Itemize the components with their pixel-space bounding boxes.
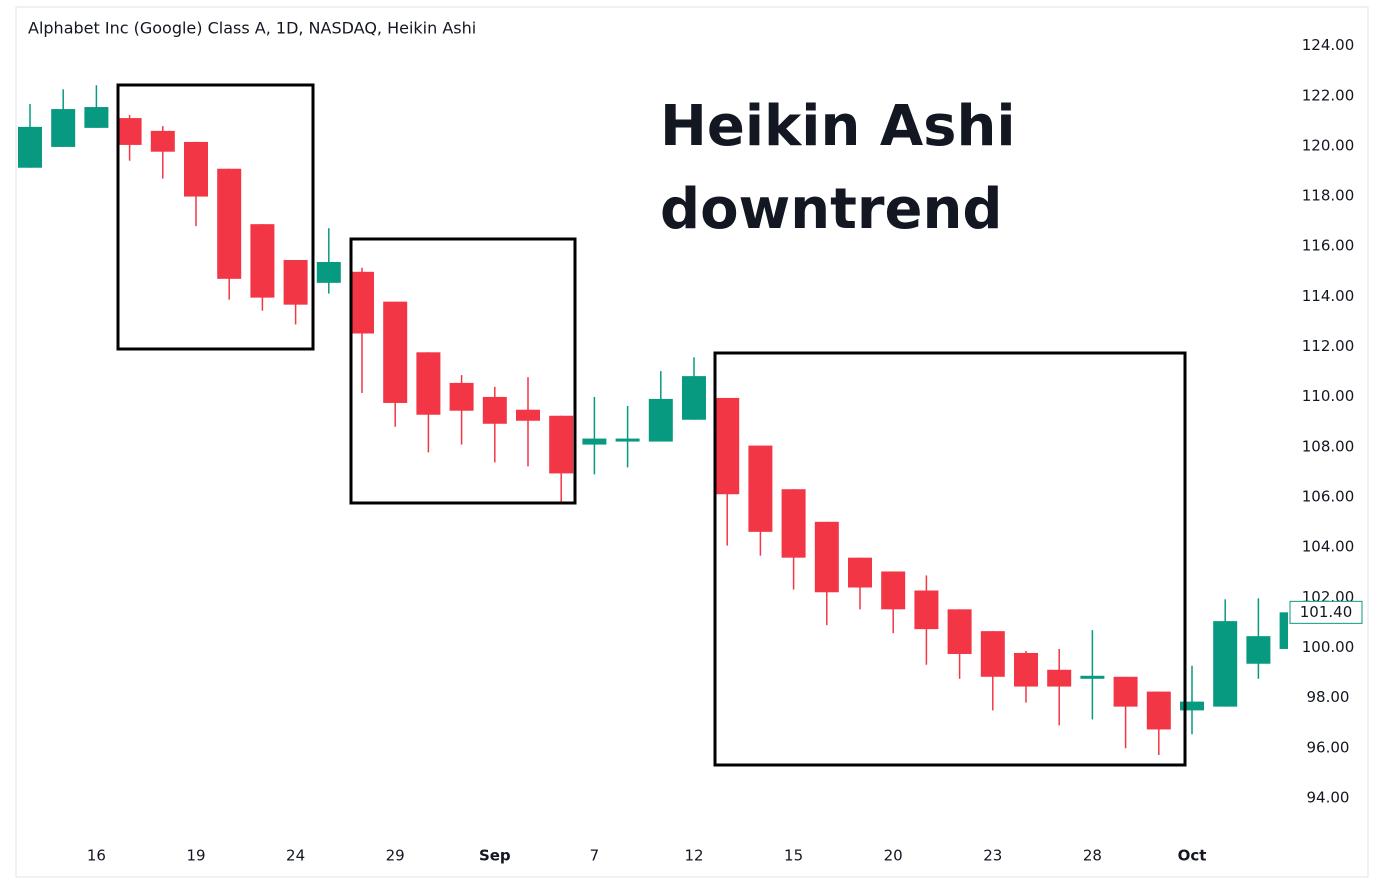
x-tick-label: 20 <box>884 847 903 865</box>
candle-body <box>814 521 839 593</box>
candle-body <box>1080 675 1105 679</box>
x-tick-label: 29 <box>386 847 405 865</box>
y-tick-label: 124.00 <box>1302 36 1355 54</box>
y-tick-label: 96.00 <box>1307 738 1350 756</box>
candle-body <box>582 438 607 445</box>
chart-title: Alphabet Inc (Google) Class A, 1D, NASDA… <box>28 19 476 38</box>
annotation: downtrend <box>660 177 1002 242</box>
candle-body <box>1279 612 1288 649</box>
last-price-label: 101.40 <box>1300 603 1353 621</box>
annotation: Heikin Ashi <box>660 94 1016 159</box>
x-tick-label: 23 <box>983 847 1002 865</box>
highlight-box <box>349 237 577 505</box>
candle-body <box>449 382 474 411</box>
y-tick-label: 108.00 <box>1302 437 1355 455</box>
candle-body <box>150 130 175 152</box>
candle-body <box>1047 669 1072 687</box>
candle-body <box>881 571 906 610</box>
candle-body <box>1246 636 1271 664</box>
highlight-box <box>116 83 315 351</box>
candle-body <box>482 396 507 424</box>
y-tick-label: 120.00 <box>1302 136 1355 154</box>
candle-body <box>51 109 76 147</box>
candle-body <box>648 398 673 442</box>
y-tick-label: 104.00 <box>1302 538 1355 556</box>
y-tick-label: 98.00 <box>1307 688 1350 706</box>
candle-body <box>781 489 806 558</box>
candle-body <box>416 352 441 415</box>
candle-body <box>914 590 939 630</box>
candle-body <box>947 609 972 654</box>
x-tick-label: 16 <box>87 847 106 865</box>
x-tick-label: 19 <box>186 847 205 865</box>
y-tick-label: 94.00 <box>1307 788 1350 806</box>
candle-body <box>383 301 408 403</box>
candle-body <box>748 445 773 532</box>
x-tick-label: Oct <box>1178 847 1207 865</box>
candle-body <box>682 376 706 420</box>
candle-body <box>283 260 308 305</box>
y-tick-label: 112.00 <box>1302 337 1355 355</box>
y-tick-label: 122.00 <box>1302 86 1355 104</box>
candle-body <box>84 107 109 128</box>
candle-body <box>848 557 872 588</box>
candle-body <box>250 224 275 298</box>
plot-area <box>18 85 1288 756</box>
x-tick-label: Sep <box>479 847 511 865</box>
candle-body <box>1146 691 1171 730</box>
candle-body <box>715 397 740 495</box>
x-tick-label: 24 <box>286 847 305 865</box>
chart-frame <box>15 6 1369 878</box>
candle-body <box>217 168 242 279</box>
candle-body <box>1113 676 1138 707</box>
candle-body <box>1180 701 1204 711</box>
candle-body <box>1014 652 1038 687</box>
x-tick-label: 7 <box>590 847 600 865</box>
highlight-box <box>713 351 1187 767</box>
y-tick-label: 114.00 <box>1302 287 1355 305</box>
y-tick-label: 118.00 <box>1302 187 1355 205</box>
candle-body <box>615 438 640 442</box>
x-tick-label: 28 <box>1083 847 1102 865</box>
candle-body <box>316 262 341 283</box>
candle-body <box>516 409 540 421</box>
candle-body <box>184 141 208 197</box>
candle-body <box>1213 621 1238 707</box>
x-tick-label: 15 <box>784 847 803 865</box>
candle-body <box>350 271 374 334</box>
last-price-box <box>1289 600 1363 624</box>
y-tick-label: 110.00 <box>1302 387 1355 405</box>
y-tick-label: 116.00 <box>1302 237 1355 255</box>
candle-body <box>549 415 574 474</box>
candle-body <box>980 631 1005 677</box>
x-tick-label: 12 <box>684 847 703 865</box>
candle-body <box>18 126 42 168</box>
y-tick-label: 106.00 <box>1302 487 1355 505</box>
y-tick-label: 100.00 <box>1302 638 1355 656</box>
candle-body <box>117 118 142 145</box>
